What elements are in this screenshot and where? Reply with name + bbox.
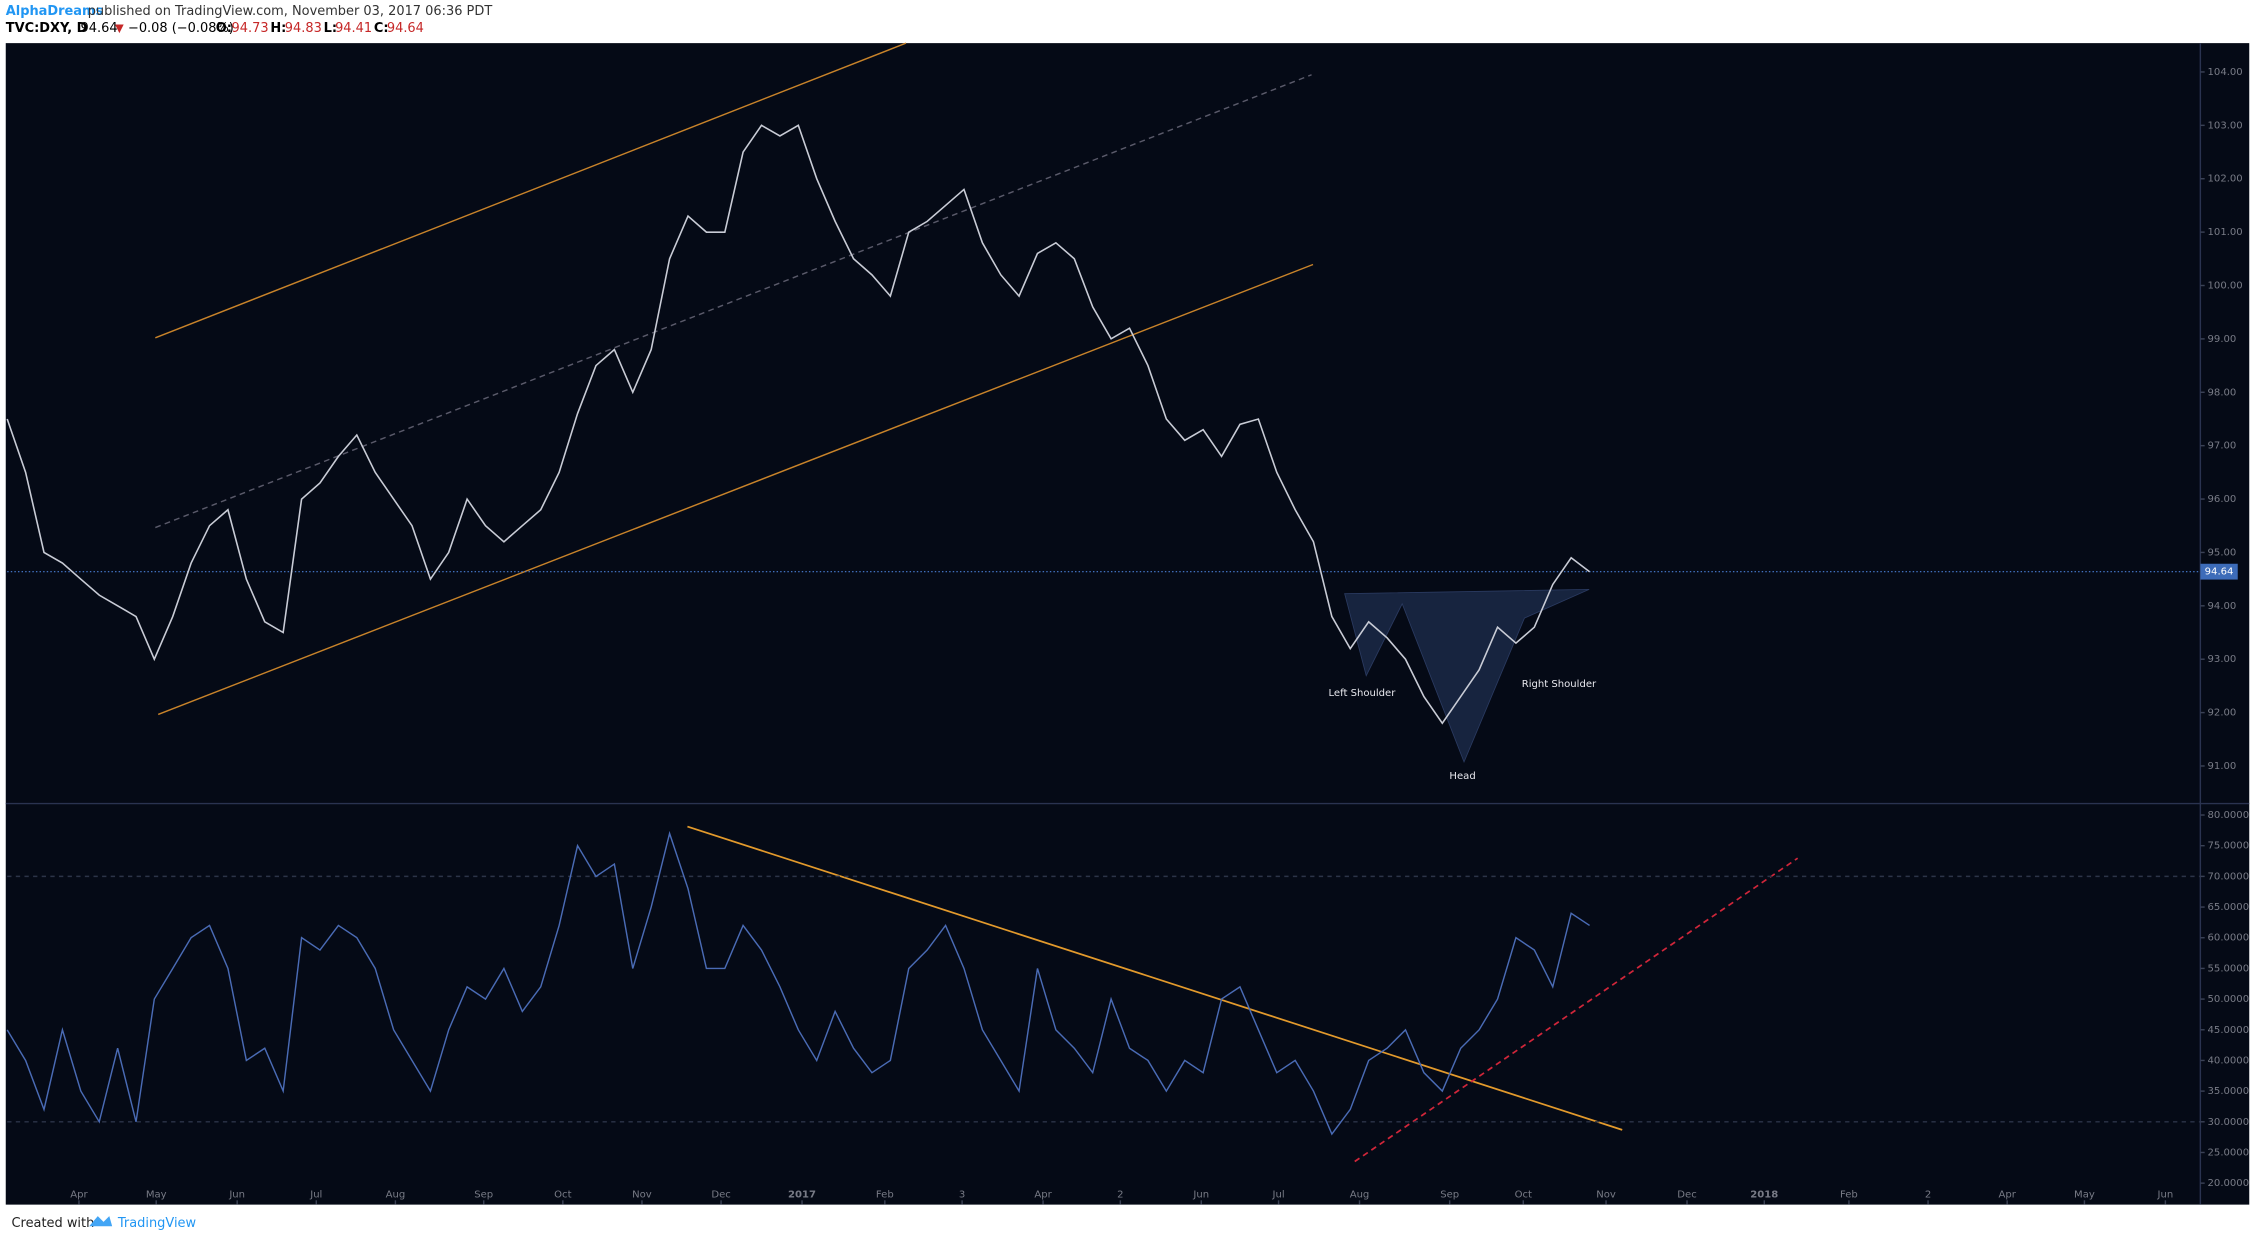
down-arrow bbox=[115, 24, 124, 34]
x-tick-label: Jul bbox=[309, 1190, 322, 1201]
y-tick-label: 102.00 bbox=[2208, 174, 2243, 185]
y-tick-label: 101.00 bbox=[2208, 227, 2243, 238]
y-tick-label: 30.0000 bbox=[2208, 1117, 2250, 1128]
y-tick-label: 93.00 bbox=[2208, 654, 2237, 665]
y-tick-label: 98.00 bbox=[2208, 387, 2237, 398]
x-tick-label: Jun bbox=[1192, 1190, 1209, 1201]
published: published on TradingView.com, November 0… bbox=[88, 4, 493, 19]
y-tick-label: 96.00 bbox=[2208, 494, 2237, 505]
x-tick-label: Dec bbox=[711, 1190, 730, 1201]
y-tick-label: 70.0000 bbox=[2208, 871, 2250, 882]
chart-bg bbox=[5, 43, 2250, 1205]
x-tick-label: Oct bbox=[554, 1190, 571, 1201]
x-tick-label: Feb bbox=[876, 1190, 894, 1201]
annotation: Left Shoulder bbox=[1328, 688, 1396, 699]
y-tick-label: 75.0000 bbox=[2208, 841, 2250, 852]
high: 94.83 bbox=[285, 21, 322, 36]
x-tick-label: Sep bbox=[474, 1190, 493, 1201]
annotation: Right Shoulder bbox=[1522, 679, 1597, 690]
x-tick-label: Jun bbox=[228, 1190, 245, 1201]
footer-brand[interactable]: TradingView bbox=[117, 1216, 197, 1231]
x-tick-label: 3 bbox=[959, 1190, 965, 1201]
x-tick-label: Apr bbox=[1034, 1190, 1052, 1201]
x-tick-label: 2017 bbox=[788, 1190, 816, 1201]
rsi-support bbox=[1354, 857, 1799, 1163]
last-price-label: 94.64 bbox=[2205, 567, 2234, 578]
y-tick-label: 65.0000 bbox=[2208, 902, 2250, 913]
x-tick-label: Jul bbox=[1271, 1190, 1284, 1201]
open: 94.73 bbox=[232, 21, 269, 36]
channel-mid bbox=[155, 74, 1312, 529]
y-tick-label: 50.0000 bbox=[2208, 994, 2250, 1005]
y-tick-label: 45.0000 bbox=[2208, 1025, 2250, 1036]
last: 94.64 bbox=[81, 21, 118, 36]
x-tick-label: Nov bbox=[1596, 1190, 1616, 1201]
rsi-trend bbox=[687, 825, 1623, 1131]
annotation: Head bbox=[1449, 771, 1475, 782]
x-tick-label: May bbox=[2074, 1190, 2095, 1201]
y-tick-label: 104.00 bbox=[2208, 67, 2243, 78]
series-line bbox=[6, 830, 1590, 1136]
low: 94.41 bbox=[335, 21, 372, 36]
x-tick-label: 2018 bbox=[1750, 1190, 1778, 1201]
y-tick-label: 40.0000 bbox=[2208, 1055, 2250, 1066]
y-tick-label: 91.00 bbox=[2208, 761, 2237, 772]
y-tick-label: 100.00 bbox=[2208, 281, 2243, 292]
x-tick-label: 2 bbox=[1925, 1190, 1931, 1201]
x-tick-label: Aug bbox=[1350, 1190, 1370, 1201]
footer-created: Created with bbox=[12, 1216, 95, 1231]
x-tick-label: Dec bbox=[1677, 1190, 1696, 1201]
y-tick-label: 103.00 bbox=[2208, 120, 2243, 131]
open-label: O: bbox=[216, 21, 232, 36]
y-tick-label: 94.00 bbox=[2208, 601, 2237, 612]
x-tick-label: Jun bbox=[2157, 1190, 2174, 1201]
x-tick-label: Feb bbox=[1840, 1190, 1858, 1201]
y-tick-label: 99.00 bbox=[2208, 334, 2237, 345]
tv-logo bbox=[89, 1216, 113, 1227]
y-tick-label: 92.00 bbox=[2208, 708, 2237, 719]
close-label: C: bbox=[374, 21, 389, 36]
x-tick-label: May bbox=[146, 1190, 167, 1201]
x-tick-label: Apr bbox=[1998, 1190, 2016, 1201]
x-tick-label: Apr bbox=[70, 1190, 88, 1201]
head-shoulders bbox=[1344, 588, 1590, 764]
x-tick-label: Oct bbox=[1515, 1190, 1532, 1201]
x-tick-label: Nov bbox=[632, 1190, 652, 1201]
x-tick-label: 2 bbox=[1117, 1190, 1123, 1201]
y-tick-label: 95.00 bbox=[2208, 547, 2237, 558]
high-label: H: bbox=[270, 21, 286, 36]
change: −0.08 (−0.08%) bbox=[128, 21, 234, 36]
author[interactable]: AlphaDreams bbox=[6, 4, 104, 19]
symbol: TVC:DXY, D bbox=[6, 21, 88, 36]
channel-upper bbox=[155, 42, 907, 339]
x-tick-label: Aug bbox=[386, 1190, 406, 1201]
last-price-box bbox=[2200, 563, 2238, 580]
channel-lower bbox=[157, 263, 1314, 716]
y-tick-label: 55.0000 bbox=[2208, 963, 2250, 974]
y-tick-label: 80.0000 bbox=[2208, 810, 2250, 821]
series-line bbox=[6, 124, 1591, 725]
x-tick-label: Sep bbox=[1440, 1190, 1459, 1201]
y-tick-label: 60.0000 bbox=[2208, 933, 2250, 944]
y-tick-label: 35.0000 bbox=[2208, 1086, 2250, 1097]
close: 94.64 bbox=[387, 21, 424, 36]
low-label: L: bbox=[324, 21, 337, 36]
y-tick-label: 20.0000 bbox=[2208, 1178, 2250, 1189]
y-tick-label: 97.00 bbox=[2208, 441, 2237, 452]
y-tick-label: 25.0000 bbox=[2208, 1147, 2250, 1158]
